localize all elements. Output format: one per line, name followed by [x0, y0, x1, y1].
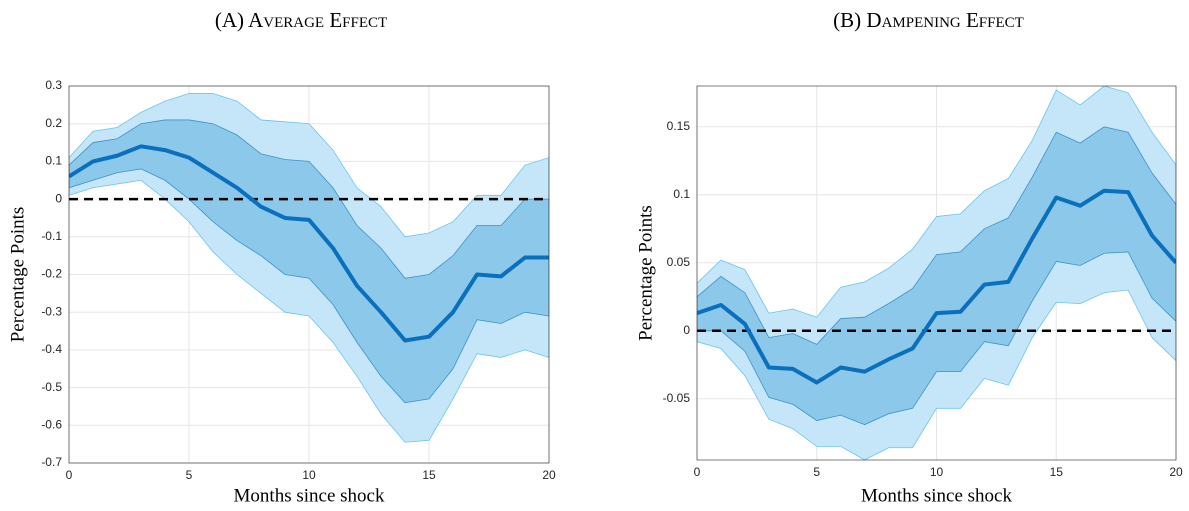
chart-title: (A) Average Effect	[215, 8, 387, 32]
y-tick-label: -0.5	[41, 380, 62, 394]
y-tick-label: 0	[55, 191, 62, 205]
plot-content	[697, 86, 1176, 460]
x-axis-label: Months since shock	[861, 485, 1012, 506]
x-tick-label: 15	[1050, 465, 1064, 479]
response-line	[69, 144, 549, 343]
axes-frame	[68, 85, 550, 464]
axes-frame	[696, 85, 1177, 461]
y-tick-label: -0.3	[41, 304, 62, 318]
x-tick-label: 20	[542, 468, 556, 482]
y-tick-label: 0.15	[667, 119, 691, 133]
x-tick-label: 5	[186, 468, 193, 482]
y-tick-label: -0.4	[41, 342, 62, 356]
x-tick-label: 20	[1169, 465, 1183, 479]
x-tick-label: 10	[930, 465, 944, 479]
x-tick-label: 10	[302, 468, 316, 482]
x-tick-label: 0	[66, 468, 73, 482]
y-axis-label: Percentage Points	[635, 205, 656, 341]
x-tick-label: 0	[694, 465, 701, 479]
plot-content	[69, 93, 549, 443]
y-tick-label: 0.05	[667, 255, 691, 269]
x-axis-label: Months since shock	[234, 485, 385, 506]
y-tick-label: -0.1	[41, 229, 62, 243]
y-tick-label: 0	[683, 323, 690, 337]
y-tick-label: 0.3	[45, 78, 62, 92]
y-tick-label: -0.7	[41, 455, 62, 469]
confidence-band	[69, 119, 549, 404]
y-tick-label: -0.6	[41, 417, 62, 431]
y-tick-label: 0.1	[45, 154, 62, 168]
y-tick-label: 0.1	[673, 187, 690, 201]
response-line	[697, 188, 1176, 385]
chart-title: (B) Dampening Effect	[833, 8, 1024, 32]
y-axis-label: Percentage Points	[7, 207, 28, 343]
x-tick-label: 15	[422, 468, 436, 482]
y-tick-label: -0.2	[41, 267, 62, 281]
y-tick-label: -0.05	[663, 391, 691, 405]
x-tick-label: 5	[813, 465, 820, 479]
y-tick-label: 0.2	[45, 116, 62, 130]
